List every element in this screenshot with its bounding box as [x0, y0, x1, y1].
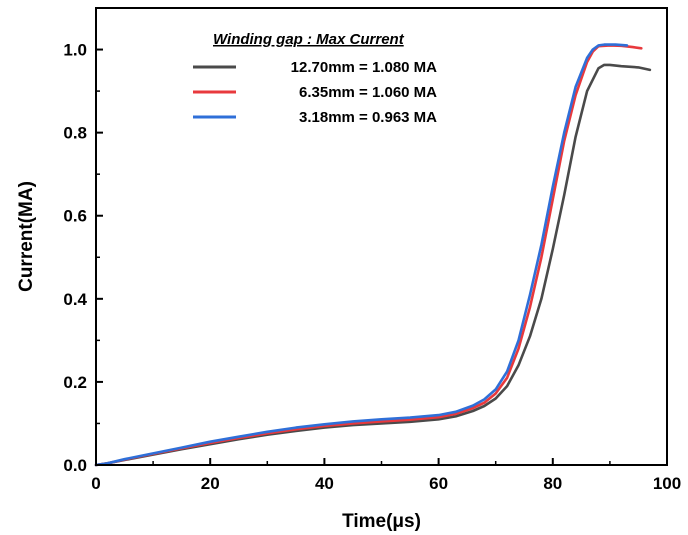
- legend-entry-label-3: 3.18mm = 0.963 MA: [299, 109, 437, 126]
- x-tick-label: 80: [543, 474, 562, 493]
- legend-entry-label-2: 6.35mm = 1.060 MA: [299, 84, 437, 101]
- series-line-3: [94, 43, 629, 467]
- y-tick-label: 0.4: [63, 290, 87, 309]
- y-tick-label: 0.0: [63, 456, 87, 475]
- x-tick-label: 60: [429, 474, 448, 493]
- x-tick-label: 40: [315, 474, 334, 493]
- x-tick-label: 100: [653, 474, 681, 493]
- y-tick-label: 0.2: [63, 373, 87, 392]
- y-tick-label: 1.0: [63, 41, 87, 60]
- legend-title: Winding gap : Max Current: [213, 31, 405, 48]
- legend-entry-label-1: 12.70mm = 1.080 MA: [291, 59, 438, 76]
- y-tick-label: 0.6: [63, 207, 87, 226]
- x-tick-label: 20: [201, 474, 220, 493]
- series-layer: [94, 43, 652, 467]
- ticks-layer: 0 20 40 60 80 100 0.0 0.2 0.4 0.6 0.8 1.0: [63, 41, 681, 493]
- x-tick-label: 0: [91, 474, 100, 493]
- legend-entries: 12.70mm = 1.080 MA 6.35mm = 1.060 MA 3.18m…: [193, 59, 437, 126]
- y-tick-label: 0.8: [63, 124, 87, 143]
- y-axis-label: Current(MA): [16, 181, 37, 292]
- legend: Winding gap : Max Current 12.70mm = 1.08…: [193, 31, 437, 126]
- x-axis-label: Time(μs): [342, 511, 421, 532]
